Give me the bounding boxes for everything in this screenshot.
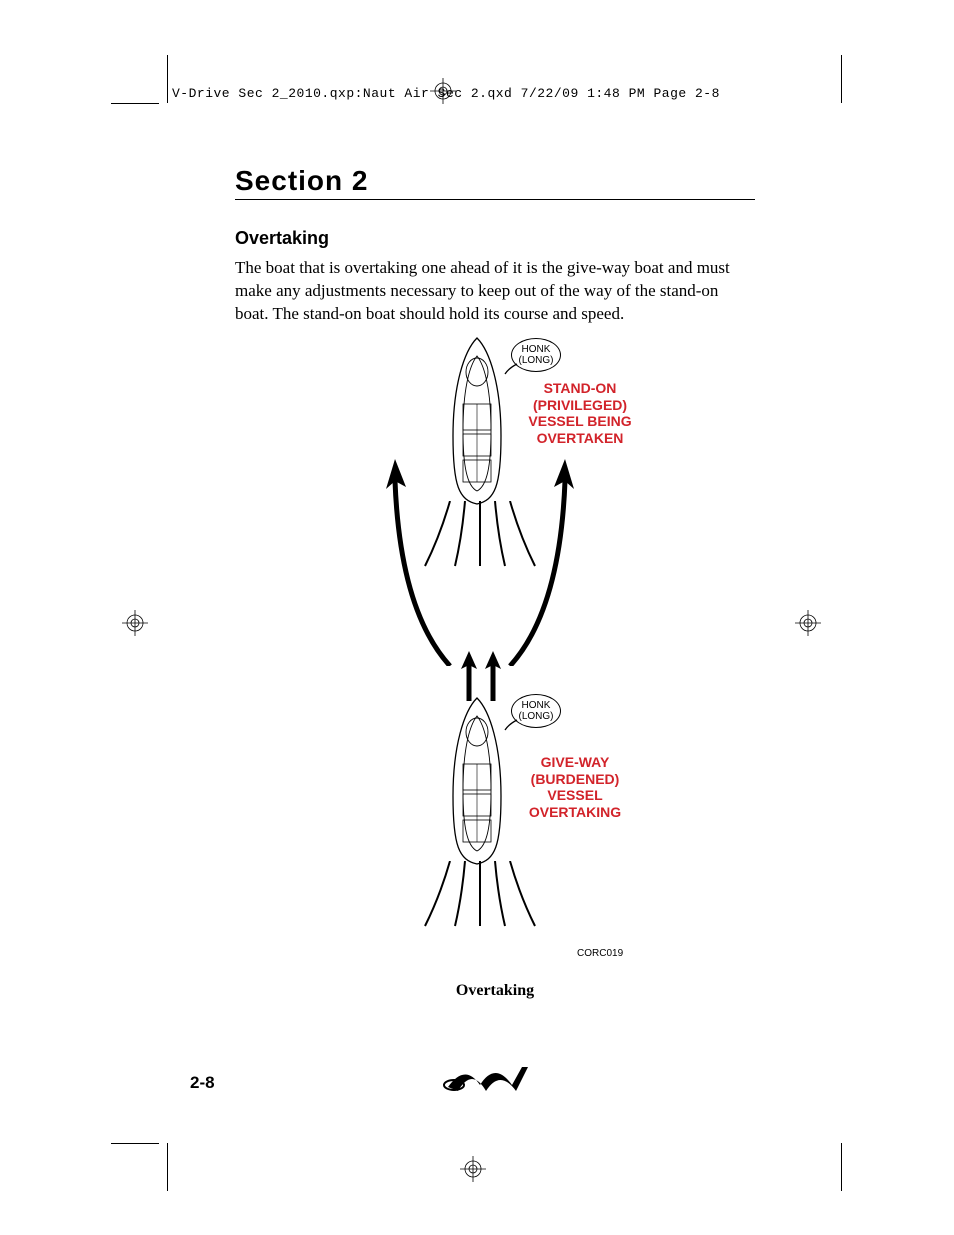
overtake-arrow-right-icon [500, 451, 580, 666]
crop-mark [167, 55, 168, 103]
figure-caption: Overtaking [235, 982, 755, 1000]
label-line: VESSEL [515, 787, 635, 804]
registration-mark-icon [460, 1156, 486, 1182]
crop-mark [841, 55, 842, 103]
figure-code: CORC019 [577, 948, 623, 959]
label-line: OVERTAKEN [515, 430, 645, 447]
overtake-arrow-left-icon [380, 451, 460, 666]
crop-mark [111, 1143, 159, 1144]
crop-mark [167, 1143, 168, 1191]
registration-mark-icon [122, 610, 148, 636]
document-meta-text: V-Drive Sec 2_2010.qxp:Naut Air Sec 2.qx… [172, 86, 720, 101]
label-line: GIVE-WAY [515, 754, 635, 771]
subheading: Overtaking [235, 228, 755, 249]
give-way-boat-icon [445, 696, 509, 866]
label-line: (PRIVILEGED) [515, 397, 645, 414]
overtaking-diagram: HONK (LONG) STAND-ON (PRIVILEGED) VESSEL… [235, 336, 755, 976]
label-line: OVERTAKING [515, 804, 635, 821]
label-line: VESSEL BEING [515, 413, 645, 430]
section-title: Section 2 [235, 165, 755, 200]
wake-lines-icon [410, 861, 550, 931]
bubble-text: (LONG) [519, 355, 554, 366]
give-way-label: GIVE-WAY (BURDENED) VESSEL OVERTAKING [515, 754, 635, 821]
bubble-tail-icon [503, 362, 519, 376]
forward-arrow-icon [485, 651, 501, 701]
forward-arrow-icon [461, 651, 477, 701]
bubble-text: HONK [522, 700, 551, 711]
stand-on-label: STAND-ON (PRIVILEGED) VESSEL BEING OVERT… [515, 380, 645, 447]
bubble-text: (LONG) [519, 711, 554, 722]
page-number: 2-8 [190, 1073, 215, 1093]
label-line: (BURDENED) [515, 771, 635, 788]
bubble-tail-icon [503, 718, 519, 732]
registration-mark-icon [795, 610, 821, 636]
body-paragraph: The boat that is overtaking one ahead of… [235, 257, 755, 326]
bubble-text: HONK [522, 344, 551, 355]
crop-mark [111, 103, 159, 104]
label-line: STAND-ON [515, 380, 645, 397]
brand-logo-icon [440, 1055, 530, 1095]
page-content: Section 2 Overtaking The boat that is ov… [235, 165, 755, 1000]
crop-mark [841, 1143, 842, 1191]
